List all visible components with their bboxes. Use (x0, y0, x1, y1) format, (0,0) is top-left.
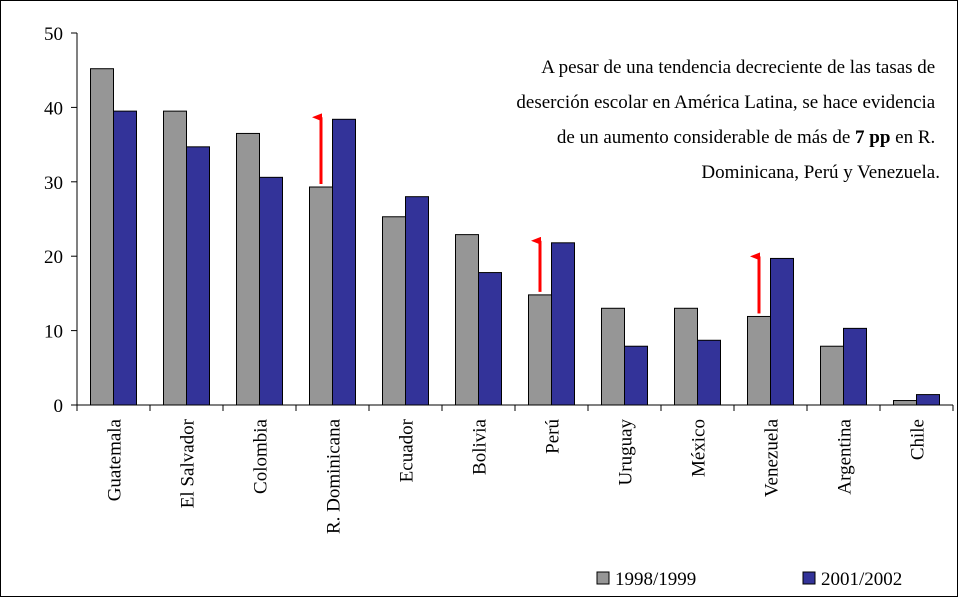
bar (770, 257, 794, 406)
x-tick-label: Argentina (835, 418, 856, 494)
bar (528, 294, 552, 406)
bar (820, 345, 844, 406)
x-tick-label: México (689, 419, 710, 477)
legend-swatch (596, 571, 610, 585)
annotation-text: de un aumento considerable de más de (557, 127, 850, 148)
legend-label: 1998/1999 (615, 569, 696, 590)
bar (259, 176, 283, 406)
bar (478, 272, 502, 406)
y-tick-label: 50 (44, 24, 63, 45)
bar (551, 242, 575, 406)
annotation: A pesar de una tendencia decreciente de … (516, 57, 940, 183)
bar (893, 400, 917, 406)
annotation-line: deserción escolar en América Latina, se … (516, 92, 935, 113)
bar (601, 307, 625, 406)
x-tick-label: Chile (908, 419, 929, 460)
bar (113, 110, 137, 406)
x-tick-label: Perú (543, 419, 564, 454)
annotation-text: en R. (895, 127, 935, 148)
annotation-line: Dominicana, Perú y Venezuela. (701, 162, 940, 183)
bar (843, 327, 867, 406)
bar (916, 394, 940, 406)
annotation-line: A pesar de una tendencia decreciente de … (541, 57, 935, 78)
bar (332, 118, 356, 406)
annotation-line: de un aumento considerable de más de 7 p… (557, 127, 935, 148)
y-tick-label: 0 (54, 396, 64, 417)
bar (236, 132, 260, 406)
x-tick-label: Colombia (251, 418, 272, 494)
bar (674, 307, 698, 406)
annotation-bold: 7 pp (855, 127, 890, 148)
legend-label: 2001/2002 (821, 569, 902, 590)
bar (697, 339, 721, 406)
bar (747, 315, 771, 406)
x-tick-label: Guatemala (105, 418, 126, 501)
bar (455, 234, 479, 406)
x-tick-label: Bolivia (470, 418, 491, 475)
x-tick-label: Venezuela (762, 418, 783, 497)
y-tick-label: 40 (44, 98, 63, 119)
y-tick-label: 10 (44, 322, 63, 343)
bar (382, 216, 406, 406)
bar (163, 110, 187, 406)
x-tick-label: El Salvador (178, 418, 199, 508)
legend-swatch (802, 571, 816, 585)
bar (405, 196, 429, 406)
x-tick-label: R. Dominicana (324, 418, 345, 534)
bar (309, 186, 333, 406)
y-tick-label: 20 (44, 247, 63, 268)
x-tick-label: Ecuador (397, 418, 418, 482)
x-tick-label: Uruguay (616, 419, 637, 486)
y-tick-label: 30 (44, 173, 63, 194)
bar (90, 68, 114, 406)
bar (624, 345, 648, 406)
bar (186, 146, 210, 406)
